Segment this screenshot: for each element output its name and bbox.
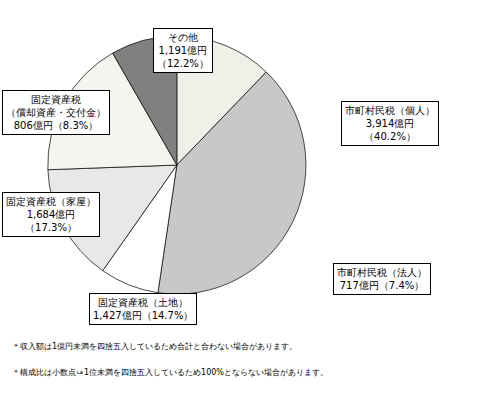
svg-text:市町村民税（個人）3,914億円（40.2%）: 市町村民税（個人）3,914億円（40.2%） <box>345 105 435 142</box>
svg-text:＊収入額は1億円未満を四捨五入しているため合計と合わない場合: ＊収入額は1億円未満を四捨五入しているため合計と合わない場合があります。 <box>12 342 297 351</box>
svg-text:その他1,191億円（12.2%）: その他1,191億円（12.2%） <box>157 32 209 69</box>
svg-text:固定資産税（償却資産・交付金）806億円（8.3%）: 固定資産税（償却資産・交付金）806億円（8.3%） <box>6 94 106 131</box>
svg-text:固定資産税（家屋）1,684億円（17.3%）: 固定資産税（家屋）1,684億円（17.3%） <box>6 196 96 233</box>
svg-text:固定資産税（土地）1,427億円（14.7%）: 固定資産税（土地）1,427億円（14.7%） <box>93 297 193 321</box>
svg-text:＊構成比は小数点ㅨ1位未満を四捨五入しているため100%とな: ＊構成比は小数点ㅨ1位未満を四捨五入しているため100%とならない場合があります… <box>12 368 328 377</box>
svg-text:市町村民税（法人）717億円（7.4%）: 市町村民税（法人）717億円（7.4%） <box>337 267 427 291</box>
